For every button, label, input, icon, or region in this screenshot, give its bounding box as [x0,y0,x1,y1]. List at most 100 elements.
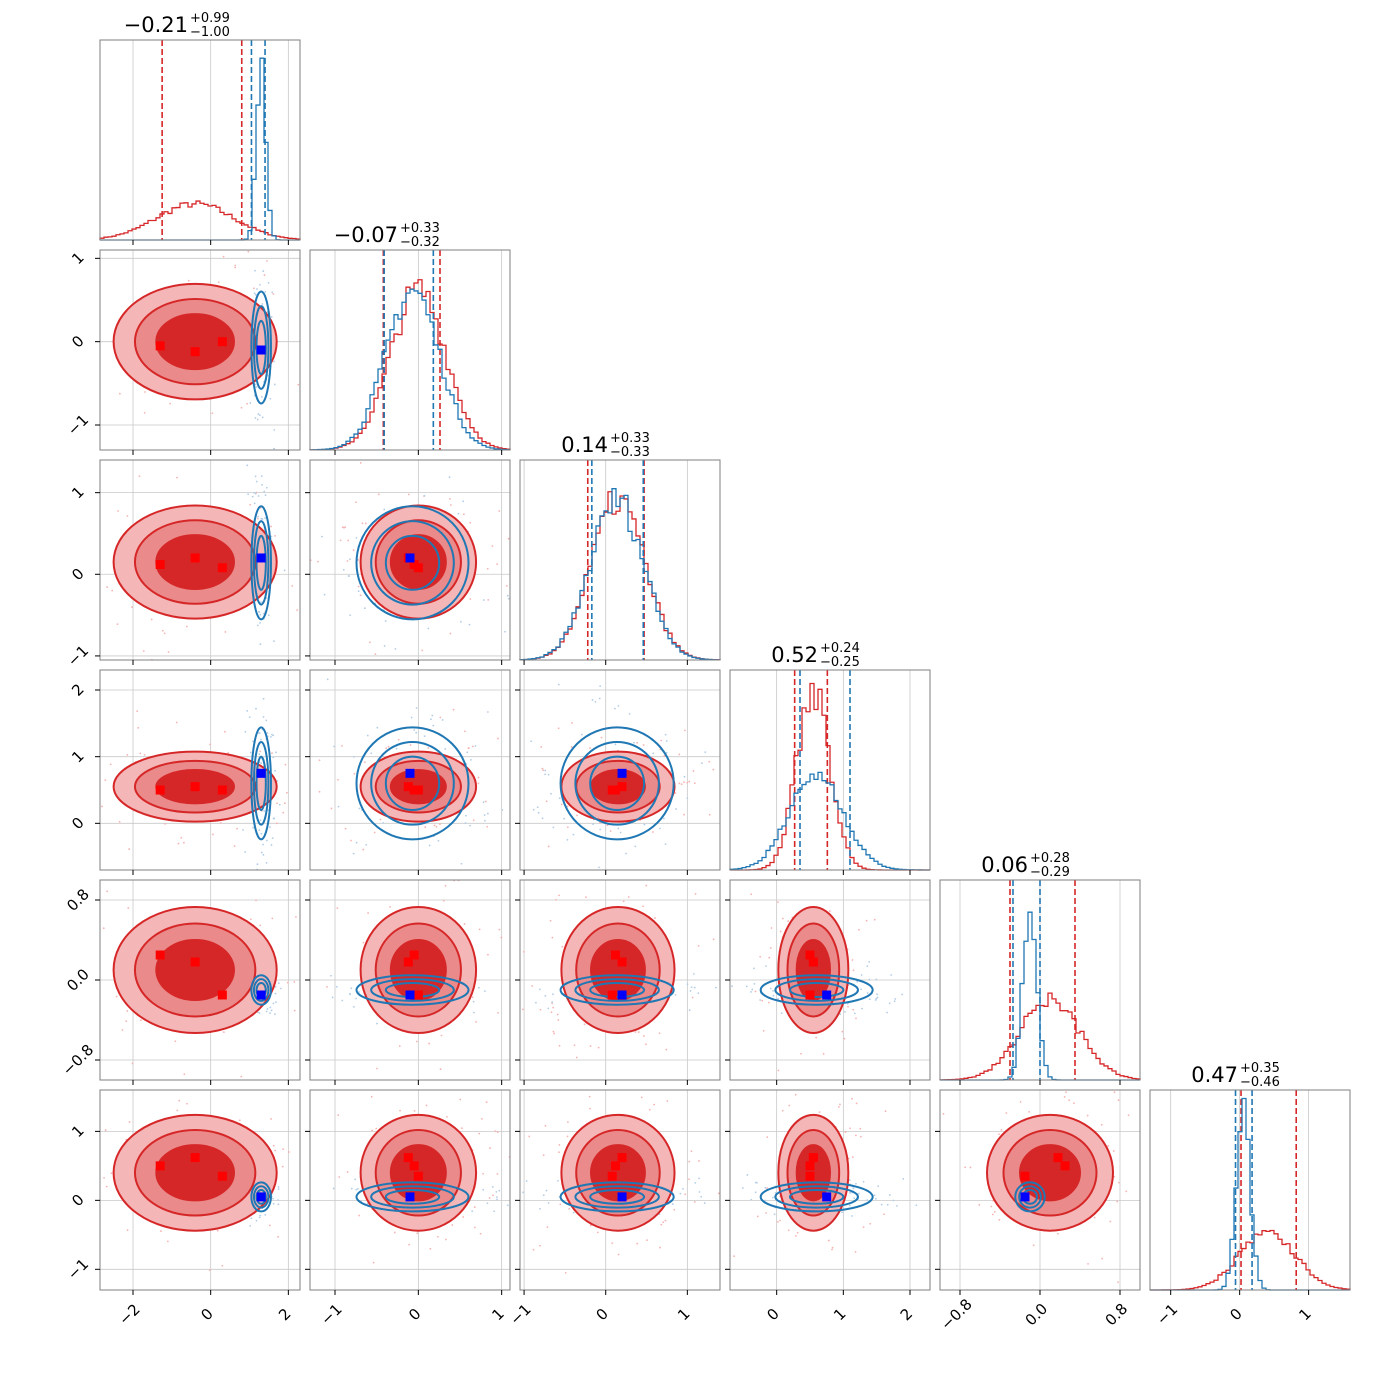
sample-point [572,1211,575,1214]
sample-point [277,1235,280,1238]
sample-point [286,791,288,794]
contour-panel-1-2 [305,459,511,665]
sample-point [779,1219,781,1222]
sample-point [246,402,249,405]
sample-point [561,945,564,948]
sample-point [212,833,214,836]
sample-point [875,997,878,1000]
sample-point [591,699,594,701]
sample-point [270,844,273,846]
sample-point [876,996,879,999]
truth-marker [607,785,617,795]
sample-point [998,1133,1000,1136]
sample-point [424,826,427,828]
sample-point [777,1221,779,1223]
sample-point [846,1002,849,1005]
sample-point [261,416,264,419]
sample-point [118,392,121,395]
sample-point [480,1117,483,1120]
sample-point [888,1194,891,1196]
sample-point [486,1202,489,1205]
sample-point [636,741,639,744]
y-tick-label: 0 [68,814,87,833]
sample-point [252,826,255,829]
sample-point [686,781,689,784]
sample-point [600,736,603,739]
sample-point [353,755,355,758]
sample-point [350,839,352,842]
sample-point [566,838,569,841]
sample-point [546,1226,549,1229]
sample-point [208,1269,211,1271]
sample-point [266,1008,269,1010]
truth-marker [217,1171,227,1181]
contour-level-0-series-1 [355,974,470,1006]
sample-point [664,733,667,736]
sample-point [273,428,276,431]
sample-point [240,406,243,409]
sample-point [859,1135,862,1138]
sample-point [471,1210,474,1213]
sample-point [541,767,544,770]
sample-point [558,894,560,897]
sample-point [754,1191,757,1194]
sample-point [318,759,321,762]
sample-point [282,1148,285,1151]
sample-point [131,1062,134,1065]
sample-point [462,500,465,503]
sample-point [262,716,265,718]
y-tick-label: 0 [68,332,87,351]
truth-marker [617,990,627,1000]
sample-point [537,811,540,814]
sample-point [349,614,352,617]
sample-point [383,508,386,511]
sample-point [126,753,129,756]
contour-level-1-series-1 [252,1185,270,1209]
sample-point [244,730,247,733]
sample-point [486,812,489,815]
x-tick-label: 0 [763,1305,782,1324]
sample-point [330,974,332,977]
truth-marker [256,553,266,563]
contour-level-1-series-1 [574,741,660,826]
y-tick-label: 1 [68,483,87,502]
sample-point [990,1205,993,1208]
sample-point [674,792,677,794]
sample-point [866,1199,869,1201]
sample-point [766,1136,769,1139]
sample-point [452,708,455,711]
sample-point [848,1179,851,1181]
sample-point [777,997,780,1000]
sample-point [131,606,133,609]
y-tick-label: 0 [68,565,87,584]
sample-point [425,1104,428,1107]
contour-level-1-series-1 [370,978,455,1002]
sample-point [698,1191,701,1193]
sample-point [248,716,251,719]
x-tick-label: 2 [275,1305,294,1324]
sample-point [692,770,695,772]
sample-point [597,1046,600,1049]
sample-point [183,1073,186,1076]
sample-point [642,905,644,908]
sample-point [875,978,878,981]
sample-point [848,1204,851,1207]
sample-point [772,994,775,997]
truth-marker [256,345,266,355]
sample-point [665,751,668,754]
sample-point [733,1255,736,1258]
sample-point [539,1207,541,1210]
title-lower-err-5: −0.46 [1240,1075,1280,1090]
truth-marker [155,559,165,569]
sample-point [547,1202,550,1204]
contour-level-0-series-1 [559,726,675,841]
sample-point [277,1186,280,1188]
sample-point [852,1008,855,1011]
sample-point [855,1017,857,1020]
sample-point [847,1005,849,1008]
sample-point [504,630,506,633]
sample-point [260,475,263,478]
sample-point [293,981,296,983]
sample-point [539,1008,542,1011]
sample-point [642,744,645,746]
